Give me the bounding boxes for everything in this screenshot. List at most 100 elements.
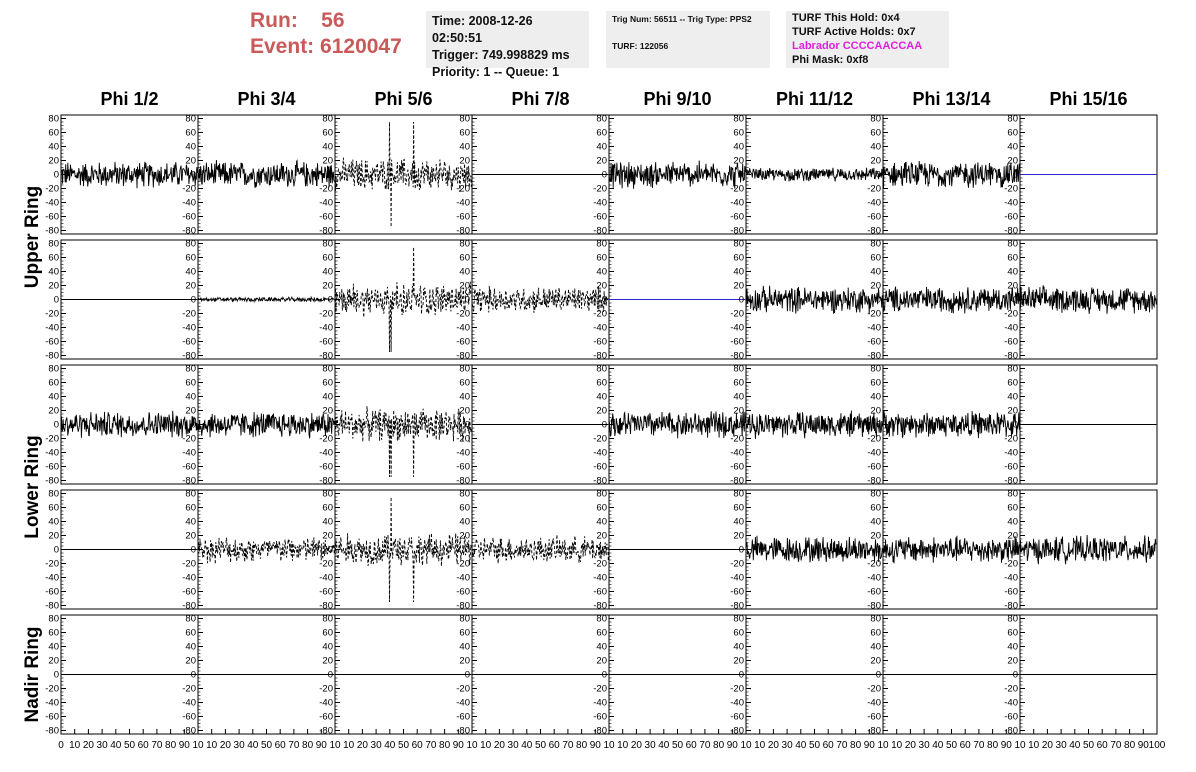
x-tick-label-c2-1: 20 [220, 740, 232, 751]
y-tick-label-r2-c4-7: -60 [456, 337, 470, 348]
x-tick-label-c2-4: 50 [261, 740, 273, 751]
y-tick-label-r4-c4-8: -80 [456, 601, 470, 612]
y-tick-label-r2-c2-4: 0 [191, 295, 196, 306]
y-tick-label-r2-c7-5: -20 [867, 309, 881, 320]
y-tick-label-r3-c2-8: -80 [182, 476, 196, 487]
y-tick-label-r1-c6-0: 80 [733, 114, 744, 125]
x-tick-label-c6-1: 20 [768, 740, 780, 751]
y-tick-label-r1-c4-3: 20 [459, 156, 470, 167]
y-tick-label-r3-c3-8: -80 [319, 476, 333, 487]
y-tick-label-r5-c3-6: -40 [319, 698, 333, 709]
y-tick-label-r1-c8-1: 60 [1007, 128, 1018, 139]
y-tick-label-r5-c7-8: -80 [867, 726, 881, 737]
y-tick-label-r5-c2-4: 0 [191, 670, 196, 681]
y-tick-label-r3-c1-8: -80 [45, 476, 59, 487]
waveform-trace-r2-c2 [197, 295, 335, 304]
y-tick-label-r2-c8-6: -40 [1004, 323, 1018, 334]
y-tick-label-r5-c8-8: -80 [1004, 726, 1018, 737]
y-tick-label-r5-c6-6: -40 [730, 698, 744, 709]
y-tick-label-r4-c6-0: 80 [733, 489, 744, 500]
waveform-trace-r1-c2 [197, 159, 335, 188]
y-tick-label-r3-c8-8: -80 [1004, 476, 1018, 487]
y-tick-label-r4-c3-3: 20 [322, 531, 333, 542]
y-tick-label-r2-c4-1: 60 [459, 253, 470, 264]
y-tick-label-r3-c1-6: -40 [45, 448, 59, 459]
y-tick-label-r3-c5-5: -20 [593, 434, 607, 445]
y-tick-label-r4-c8-1: 60 [1007, 503, 1018, 514]
y-tick-label-r2-c8-3: 20 [1007, 281, 1018, 292]
x-tick-label-c7-0: 10 [891, 740, 903, 751]
y-tick-label-r3-c5-2: 40 [596, 392, 607, 403]
y-tick-label-r1-c8-8: -80 [1004, 226, 1018, 237]
y-tick-label-r2-c4-5: -20 [456, 309, 470, 320]
y-tick-label-r1-c3-1: 60 [322, 128, 333, 139]
y-tick-label-r4-c1-4: 0 [54, 545, 59, 556]
y-tick-label-r3-c1-1: 60 [48, 378, 59, 389]
turf-info-box: TURF This Hold: 0x4 TURF Active Holds: 0… [786, 11, 949, 68]
x-tick-label-c3-0: 10 [343, 740, 355, 751]
y-tick-label-r1-c5-1: 60 [596, 128, 607, 139]
y-tick-label-r4-c1-1: 60 [48, 503, 59, 514]
x-tick-label-c7-2: 30 [919, 740, 931, 751]
y-tick-label-r5-c8-7: -60 [1004, 712, 1018, 723]
y-tick-label-r3-c3-7: -60 [319, 462, 333, 473]
waveform-trace-r4-c6 [745, 535, 883, 563]
y-tick-label-r3-c4-4: 0 [465, 420, 470, 431]
y-tick-label-r5-c6-0: 80 [733, 614, 744, 625]
y-tick-label-r5-c6-7: -60 [730, 712, 744, 723]
x-tick-label-c3-8: 90 [453, 740, 465, 751]
y-tick-label-r3-c1-0: 80 [48, 364, 59, 375]
y-tick-label-r5-c6-4: 0 [739, 670, 744, 681]
y-tick-label-r4-c6-2: 40 [733, 517, 744, 528]
y-tick-label-r5-c3-5: -20 [319, 684, 333, 695]
x-tick-label-c3-3: 40 [384, 740, 396, 751]
y-tick-label-r4-c5-4: 0 [602, 545, 607, 556]
y-tick-label-r5-c8-1: 60 [1007, 628, 1018, 639]
y-tick-label-r1-c2-0: 80 [185, 114, 196, 125]
y-tick-label-r2-c7-8: -80 [867, 351, 881, 362]
y-tick-label-r3-c8-5: -20 [1004, 434, 1018, 445]
y-tick-label-r5-c8-3: 20 [1007, 656, 1018, 667]
y-tick-label-r1-c3-3: 20 [322, 156, 333, 167]
y-tick-label-r5-c1-2: 40 [48, 642, 59, 653]
y-tick-label-r2-c6-6: -40 [730, 323, 744, 334]
y-tick-label-r1-c1-3: 20 [48, 156, 59, 167]
waveform-trace-r3-c3 [334, 406, 472, 478]
x-tick-label-c4-3: 40 [521, 740, 533, 751]
x-tick-label-c2-3: 40 [247, 740, 259, 751]
y-tick-label-r1-c3-6: -40 [319, 198, 333, 209]
y-tick-label-r2-c5-0: 80 [596, 239, 607, 250]
y-tick-label-r4-c6-4: 0 [739, 545, 744, 556]
y-tick-label-r5-c4-8: -80 [456, 726, 470, 737]
y-tick-label-r5-c1-6: -40 [45, 698, 59, 709]
y-tick-label-r3-c3-0: 80 [322, 364, 333, 375]
y-tick-label-r4-c2-4: 0 [191, 545, 196, 556]
y-tick-label-r5-c5-5: -20 [593, 684, 607, 695]
y-tick-label-r1-c7-2: 40 [870, 142, 881, 153]
y-tick-label-r4-c5-2: 40 [596, 517, 607, 528]
trig-info-box: Trig Num: 56511 -- Trig Type: PPS2 TURF:… [606, 11, 770, 68]
y-tick-label-r1-c7-4: 0 [876, 170, 881, 181]
y-tick-label-r2-c3-2: 40 [322, 267, 333, 278]
y-tick-label-r1-c4-5: -20 [456, 184, 470, 195]
x-tick-label-c1-0: 0 [58, 740, 64, 751]
y-tick-label-r1-c6-3: 20 [733, 156, 744, 167]
x-tick-label-c7-4: 50 [946, 740, 958, 751]
x-tick-label-c3-5: 60 [412, 740, 424, 751]
y-tick-label-r3-c7-3: 20 [870, 406, 881, 417]
y-tick-label-r4-c4-2: 40 [459, 517, 470, 528]
y-tick-label-r3-c4-0: 80 [459, 364, 470, 375]
y-tick-label-r3-c5-8: -80 [593, 476, 607, 487]
y-tick-label-r1-c4-7: -60 [456, 212, 470, 223]
y-tick-label-r2-c1-2: 40 [48, 267, 59, 278]
y-tick-label-r4-c1-6: -40 [45, 573, 59, 584]
x-tick-label-c5-3: 40 [658, 740, 670, 751]
y-tick-label-r1-c2-7: -60 [182, 212, 196, 223]
y-tick-label-r2-c1-7: -60 [45, 337, 59, 348]
y-tick-label-r2-c7-4: 0 [876, 295, 881, 306]
row-group-label-1: Upper Ring [22, 186, 43, 288]
y-tick-label-r3-c7-6: -40 [867, 448, 881, 459]
x-tick-label-c6-4: 50 [809, 740, 821, 751]
y-tick-label-r2-c4-8: -80 [456, 351, 470, 362]
x-tick-label-c2-6: 70 [288, 740, 300, 751]
